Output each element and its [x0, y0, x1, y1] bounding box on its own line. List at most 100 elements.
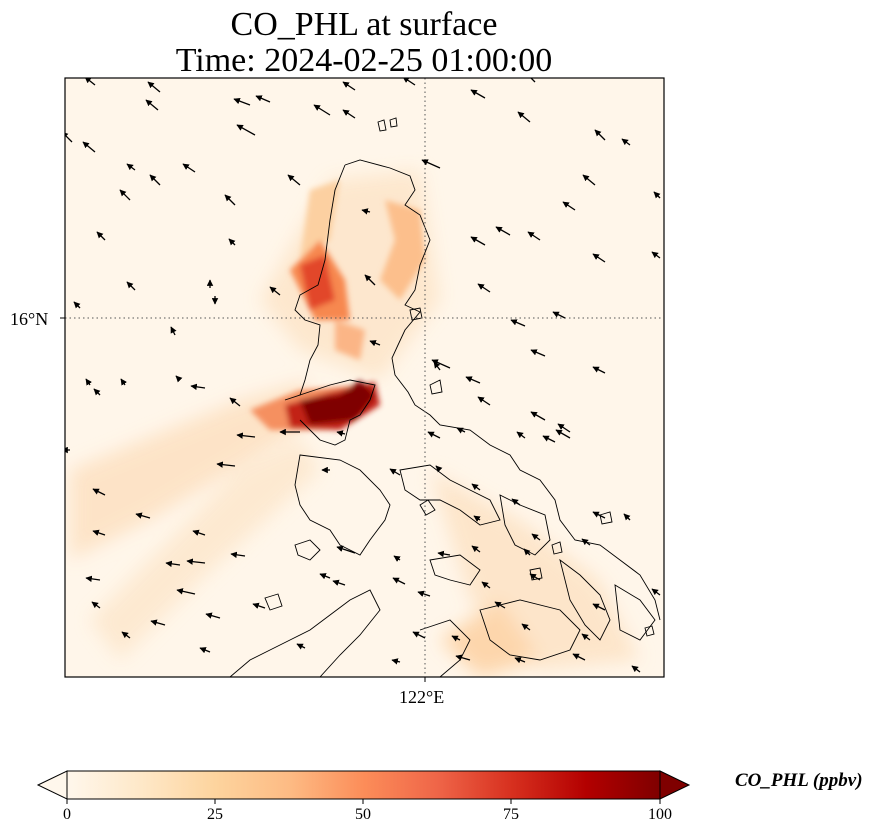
wind-arrow [530, 411, 546, 421]
wind-arrow [296, 643, 306, 650]
wind-arrow [93, 388, 101, 396]
colorbar-tick-label-50: 50 [355, 806, 371, 823]
wind-arrow [494, 601, 506, 609]
wind-arrow [165, 560, 181, 568]
wind-arrow [392, 577, 406, 585]
map-panel [65, 78, 664, 677]
wind-arrow [621, 138, 631, 146]
colorbar-tick-label-75: 75 [503, 806, 519, 823]
wind-arrow [149, 174, 161, 186]
gridlines [65, 78, 664, 677]
wind-arrow [421, 159, 441, 169]
wind-arrow [91, 601, 101, 609]
wind-arrow [594, 129, 606, 141]
wind-arrow [542, 435, 556, 443]
wind-arrow [228, 238, 236, 246]
wind-arrow [527, 231, 541, 241]
wind-arrow [332, 579, 346, 586]
colorbar-tick-label-25: 25 [207, 806, 223, 823]
wind-arrow [216, 461, 236, 468]
wind-arrow [120, 378, 127, 386]
wind-arrow [524, 78, 536, 83]
wind-arrow [361, 208, 371, 215]
wind-arrow [470, 89, 486, 99]
wind-arrow [190, 383, 206, 391]
wind-arrow [529, 573, 541, 581]
wind-arrow [521, 623, 531, 631]
wind-arrow [592, 511, 606, 519]
colorbar-label: CO_PHL (ppbv) [735, 770, 863, 791]
wind-arrow [119, 189, 131, 201]
wind-arrow [514, 657, 526, 664]
wind-arrow [205, 612, 221, 619]
wind-arrow [391, 658, 401, 665]
wind-arrow [269, 286, 281, 296]
wind-arrow [581, 633, 591, 641]
concentration-field [70, 170, 640, 677]
wind-arrow [592, 366, 606, 374]
wind-arrow [552, 311, 566, 319]
wind-arrow [126, 163, 136, 171]
wind-arrow [523, 548, 531, 556]
wind-arrow [517, 111, 531, 123]
wind-arrow [471, 483, 481, 491]
wind-arrow [147, 81, 161, 93]
wind-arrow [229, 397, 241, 407]
wind-arrow [135, 512, 151, 519]
wind-arrow [562, 201, 576, 211]
wind-arrow [427, 431, 441, 439]
wind-arrow [313, 104, 331, 116]
wind-arrow [653, 191, 661, 199]
wind-arrow [85, 575, 101, 583]
wind-arrow [82, 141, 96, 153]
latitude-tick-label: 16°N [10, 309, 49, 329]
coastlines [229, 117, 661, 677]
map-frame [64, 77, 665, 678]
wind-arrow [530, 349, 546, 357]
wind-arrow [651, 588, 661, 596]
wind-arrow [531, 533, 541, 541]
wind-arrow [92, 529, 106, 536]
wind-arrow [182, 163, 196, 173]
wind-arrow [511, 498, 521, 506]
wind-arrow [555, 429, 571, 439]
wind-arrow [435, 465, 443, 473]
wind-arrow [417, 590, 431, 597]
wind-arrow [473, 515, 481, 522]
wind-arrow [412, 631, 426, 639]
wind-arrow [252, 602, 266, 609]
longitude-tick-label: 122°E [399, 687, 445, 707]
wind-arrow [176, 588, 196, 595]
wind-arrow [592, 253, 606, 263]
wind-arrow [369, 340, 381, 347]
wind-arrow [236, 432, 256, 439]
wind-arrow [465, 376, 481, 384]
wind-arrow [572, 653, 586, 661]
wind-arrow [85, 378, 92, 386]
wind-arrow [224, 194, 236, 206]
wind-arrow [121, 631, 131, 639]
wind-arrow [236, 124, 256, 136]
wind-arrow [126, 281, 136, 291]
wind-arrow [471, 545, 481, 553]
wind-arrow [287, 174, 301, 186]
wind-arrow [389, 468, 401, 476]
wind-arrow [477, 283, 491, 293]
wind-arrow [455, 654, 471, 661]
map-figure [60, 77, 665, 682]
wind-arrow [96, 231, 106, 241]
wind-arrow [623, 513, 631, 521]
colorbar-extend-max [659, 770, 691, 800]
title-line-2: Time: 2024-02-25 01:00:00 [175, 42, 553, 79]
colorbar-tick-label-100: 100 [648, 806, 672, 823]
wind-arrow [477, 396, 491, 406]
wind-arrow [336, 430, 346, 437]
wind-arrow [342, 81, 356, 91]
wind-arrow [233, 98, 251, 106]
wind-arrow [631, 665, 641, 673]
wind-arrow [192, 529, 206, 536]
wind-arrow [150, 619, 166, 626]
wind-arrow [186, 558, 206, 565]
wind-arrow [336, 545, 356, 554]
wind-arrow [437, 550, 451, 558]
